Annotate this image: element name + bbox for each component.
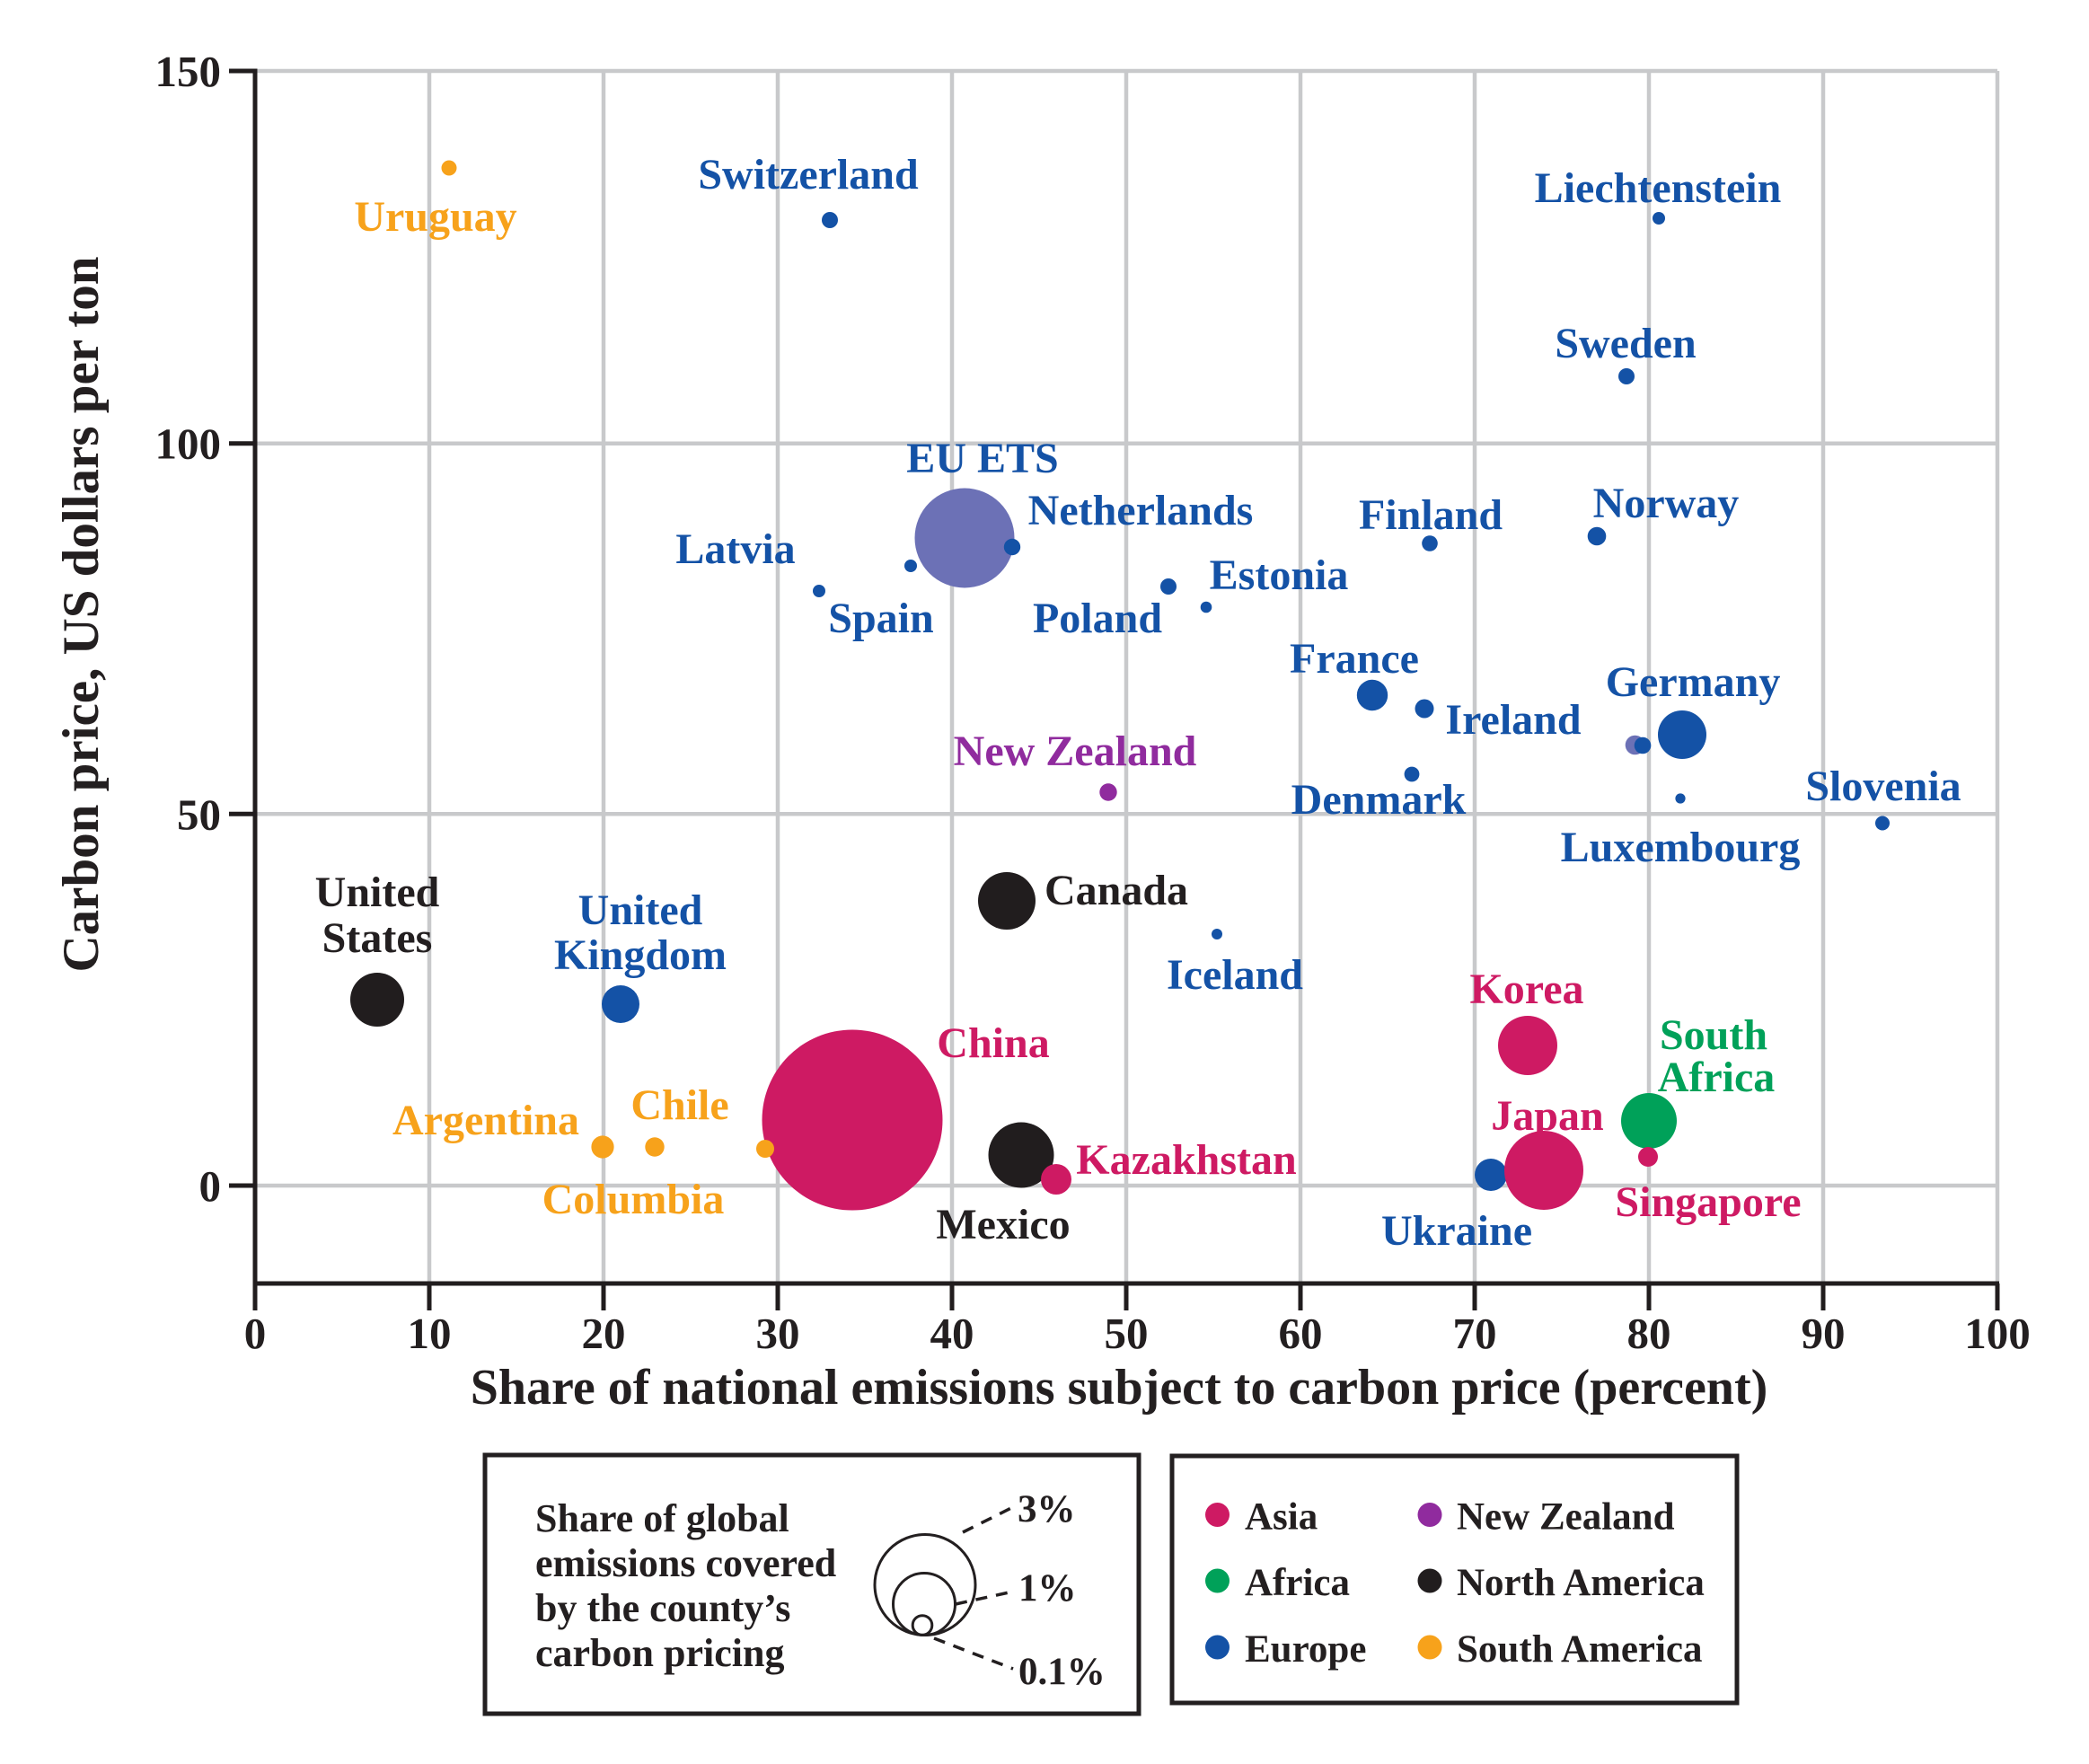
svg-text:Netherlands: Netherlands [1028,487,1254,534]
svg-text:40: 40 [930,1309,974,1358]
svg-text:Iceland: Iceland [1167,951,1303,999]
svg-text:Canada: Canada [1044,867,1188,914]
svg-text:50: 50 [177,789,221,839]
svg-text:carbon pricing: carbon pricing [535,1631,784,1675]
svg-text:New Zealand: New Zealand [1457,1496,1675,1539]
svg-text:80: 80 [1627,1309,1671,1358]
svg-text:Luxembourg: Luxembourg [1561,824,1801,871]
svg-text:Kingdom: Kingdom [554,931,727,979]
svg-text:Poland: Poland [1033,595,1162,642]
svg-text:100: 100 [1964,1309,2031,1358]
svg-text:Uruguay: Uruguay [354,193,516,241]
svg-text:Singapore: Singapore [1615,1178,1801,1226]
svg-text:Slovenia: Slovenia [1805,763,1961,810]
svg-text:Sweden: Sweden [1555,320,1696,367]
svg-text:United: United [578,886,703,934]
svg-text:South: South [1660,1011,1767,1059]
svg-text:South America: South America [1457,1628,1703,1671]
svg-text:Spain: Spain [828,595,933,642]
svg-text:Argentina: Argentina [392,1097,579,1144]
svg-text:Japan: Japan [1491,1092,1603,1140]
svg-text:Asia: Asia [1245,1496,1318,1539]
svg-text:50: 50 [1105,1309,1149,1358]
svg-text:0: 0 [199,1161,222,1211]
svg-text:90: 90 [1802,1309,1846,1358]
svg-text:Mexico: Mexico [936,1201,1070,1248]
svg-text:France: France [1290,635,1419,683]
svg-text:150: 150 [155,47,222,96]
svg-text:China: China [937,1019,1049,1067]
svg-text:by the county’s: by the county’s [535,1586,790,1630]
svg-text:New Zealand: New Zealand [954,728,1197,775]
svg-text:EU ETS: EU ETS [906,435,1058,482]
svg-text:30: 30 [756,1309,800,1358]
svg-text:Switzerland: Switzerland [698,151,919,198]
svg-text:0.1%: 0.1% [1018,1651,1106,1693]
svg-text:States: States [322,914,433,962]
svg-text:70: 70 [1453,1309,1497,1358]
svg-text:3%: 3% [1018,1488,1076,1530]
svg-text:100: 100 [155,419,222,469]
svg-text:Ukraine: Ukraine [1381,1207,1532,1255]
svg-text:20: 20 [582,1309,626,1358]
svg-text:Columbia: Columbia [542,1176,725,1223]
svg-text:emissions covered: emissions covered [535,1541,836,1585]
svg-text:United: United [315,869,440,916]
svg-text:Finland: Finland [1359,491,1503,539]
svg-text:Kazakhstan: Kazakhstan [1076,1136,1296,1184]
svg-text:0: 0 [244,1309,267,1358]
svg-text:North America: North America [1457,1562,1705,1604]
svg-text:Germany: Germany [1606,658,1781,706]
svg-text:Denmark: Denmark [1291,776,1467,824]
svg-text:Chile: Chile [630,1081,728,1129]
svg-text:60: 60 [1279,1309,1323,1358]
svg-text:Ireland: Ireland [1445,696,1581,744]
svg-text:Share of national emissions su: Share of national emissions subject to c… [471,1360,1768,1416]
svg-text:Africa: Africa [1658,1054,1776,1101]
svg-text:10: 10 [408,1309,452,1358]
svg-text:Carbon price, US dollars per t: Carbon price, US dollars per ton [53,257,110,973]
svg-text:Liechtenstein: Liechtenstein [1535,164,1782,212]
svg-text:1%: 1% [1018,1567,1077,1610]
svg-text:Share of global: Share of global [535,1496,789,1540]
svg-text:Latvia: Latvia [675,525,795,573]
svg-text:Europe: Europe [1245,1628,1366,1671]
svg-text:Estonia: Estonia [1210,551,1349,599]
svg-text:Korea: Korea [1469,966,1583,1013]
svg-text:Africa: Africa [1245,1562,1350,1604]
svg-text:Norway: Norway [1593,480,1740,527]
